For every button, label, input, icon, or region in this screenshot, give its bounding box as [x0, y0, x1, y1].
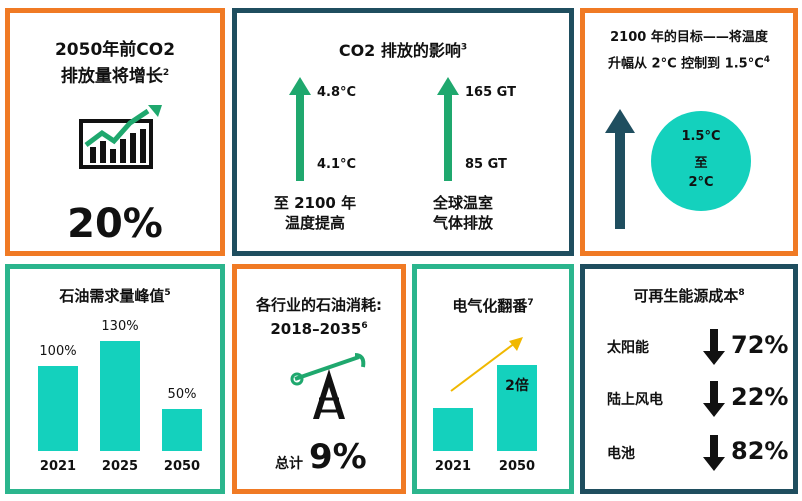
- panel-co2-impact: CO2 排放的影响3 4.8°C 4.1°C 至 2100 年 温度提高 165…: [232, 8, 574, 256]
- up-arrow-icon: [437, 77, 459, 181]
- down-arrow-icon: [703, 435, 725, 471]
- electrification-chart: 2021 2倍 2050: [417, 269, 569, 489]
- footnote-marker: 6: [361, 321, 368, 331]
- panel-title: 2050年前CO2 排放量将增长2: [54, 40, 176, 87]
- bar-2050: [162, 408, 202, 451]
- rising-chart-icon: [79, 105, 162, 169]
- footnote-marker: 5: [164, 288, 171, 298]
- panel-oil-consumption: 各行业的石油消耗: 2018–20356 总计 9%: [232, 264, 406, 494]
- panel-title: 电气化翻番7: [452, 297, 534, 315]
- panel-renewable-cost: 可再生能源成本8 太阳能 72% 陆上风电 22% 电池 82%: [580, 264, 798, 494]
- footnote-marker: 3: [460, 42, 468, 53]
- gas-low-label: 85 GT: [465, 157, 507, 172]
- temp-caption: 至 2100 年 温度提高: [273, 194, 357, 232]
- gas-high-label: 165 GT: [465, 85, 516, 100]
- footnote-marker: 7: [527, 298, 534, 308]
- panel-title: 可再生能源成本8: [633, 287, 745, 305]
- bar-2021: [433, 408, 473, 451]
- growth-value: 20%: [67, 201, 163, 247]
- temp-low-label: 4.1°C: [317, 157, 357, 172]
- category-label: 2021: [434, 459, 472, 474]
- data-label: 2倍: [505, 378, 529, 394]
- footnote-marker: 4: [763, 55, 770, 65]
- panel-2100-target: 2100 年的目标——将温度 升幅从 2°C 控制到 1.5°C4 1.5°C …: [580, 8, 798, 256]
- panel-electrification: 电气化翻番7 2021 2倍 2050: [412, 264, 574, 494]
- up-arrow-icon: [289, 77, 311, 181]
- cost-row: 电池 82%: [585, 435, 793, 471]
- gas-caption: 全球温室 气体排放: [432, 194, 493, 232]
- bar-2021: [38, 366, 78, 451]
- footnote-marker: 2: [162, 68, 170, 78]
- up-arrow-icon: [605, 109, 635, 229]
- panel-title: CO2 排放的影响3: [338, 41, 468, 60]
- footnote-marker: 8: [738, 288, 745, 298]
- oil-demand-chart: 100% 2021 130% 2025 50% 2050: [10, 269, 220, 489]
- growth-arrow-icon: [450, 337, 523, 392]
- oil-pump-icon: [290, 353, 366, 419]
- panel-title: 各行业的石油消耗: 2018–20356: [256, 296, 382, 338]
- down-arrow-icon: [703, 329, 725, 365]
- data-label: 100%: [39, 344, 77, 359]
- panel-title: 石油需求量峰值5: [59, 287, 171, 305]
- down-arrow-icon: [703, 381, 725, 417]
- cost-row: 陆上风电 22%: [585, 381, 793, 417]
- data-label: 130%: [101, 318, 139, 334]
- panel-co2-growth: 2050年前CO2 排放量将增长2 20%: [5, 8, 225, 256]
- category-label: 2050: [498, 459, 536, 474]
- temperature-circle: 1.5°C 至 2°C: [651, 111, 751, 211]
- panel-title: 2100 年的目标——将温度 升幅从 2°C 控制到 1.5°C4: [608, 30, 770, 72]
- total-value: 9%: [309, 437, 367, 477]
- data-label: 50%: [167, 386, 197, 402]
- category-label: 2021: [39, 459, 77, 474]
- total-label: 总计: [275, 456, 303, 472]
- bar-2025: [100, 340, 140, 451]
- category-label: 2050: [163, 459, 201, 474]
- category-label: 2025: [101, 459, 139, 474]
- temp-high-label: 4.8°C: [317, 85, 357, 100]
- panel-oil-demand: 石油需求量峰值5 100% 2021 130% 2025 50% 2050: [5, 264, 225, 494]
- cost-row: 太阳能 72%: [585, 329, 793, 365]
- bar-2050: [497, 365, 537, 451]
